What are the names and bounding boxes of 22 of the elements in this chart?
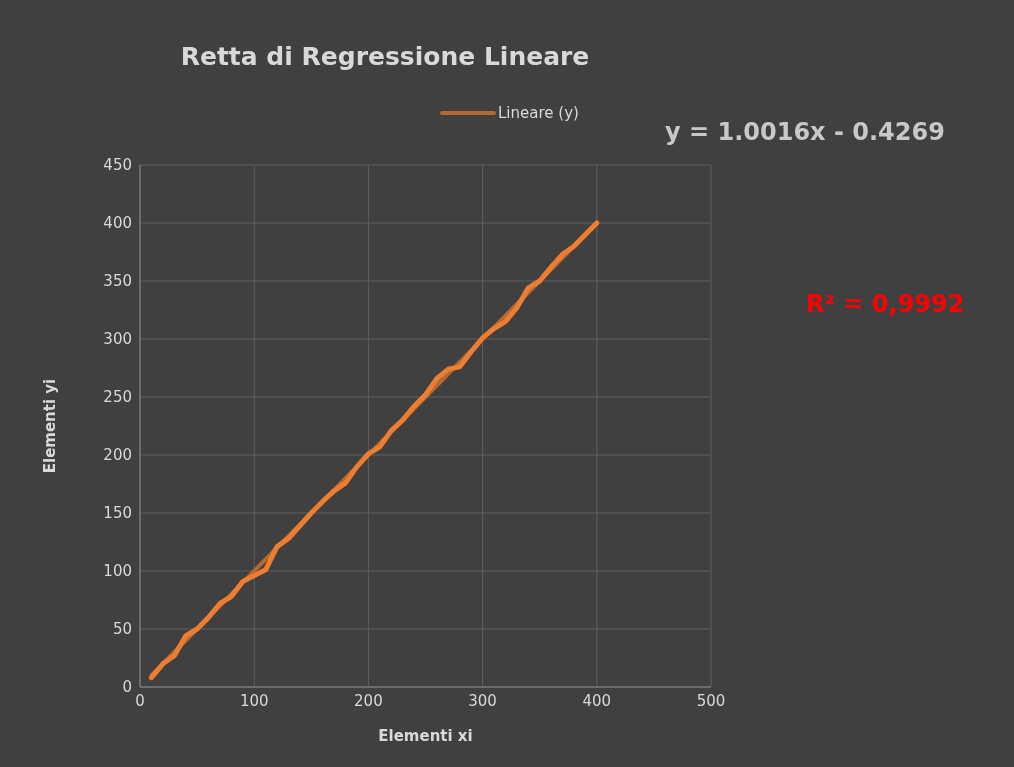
x-tick-label: 200 xyxy=(354,691,383,710)
y-axis-title: Elementi yi xyxy=(41,378,60,474)
text: y = 1.0016x - 0.4269 xyxy=(665,118,945,146)
y-tick-label: 450 xyxy=(103,156,132,175)
x-tick-label: 400 xyxy=(582,691,612,710)
y-tick-label: 400 xyxy=(103,214,132,233)
text: R² = 0,9992 xyxy=(806,290,965,318)
y-tick-label: 200 xyxy=(103,446,132,465)
y-tick-label: 100 xyxy=(103,562,132,581)
x-tick-label: 0 xyxy=(135,691,145,710)
y-tick-label: 350 xyxy=(103,272,132,291)
y-tick-label: 150 xyxy=(103,504,132,523)
y-tick-label: 300 xyxy=(103,330,132,349)
y-tick-label: 50 xyxy=(112,620,132,639)
x-tick-label: 100 xyxy=(239,691,269,710)
x-axis-title: Elementi xi xyxy=(378,727,473,745)
x-tick-label: 300 xyxy=(468,691,497,710)
legend-label: Lineare (y) xyxy=(497,104,579,122)
x-tick-label: 500 xyxy=(696,691,726,710)
y-tick-label: 250 xyxy=(103,388,132,407)
chart-title: Retta di Regressione Lineare xyxy=(179,42,591,71)
y-tick-label: 0 xyxy=(122,678,132,697)
